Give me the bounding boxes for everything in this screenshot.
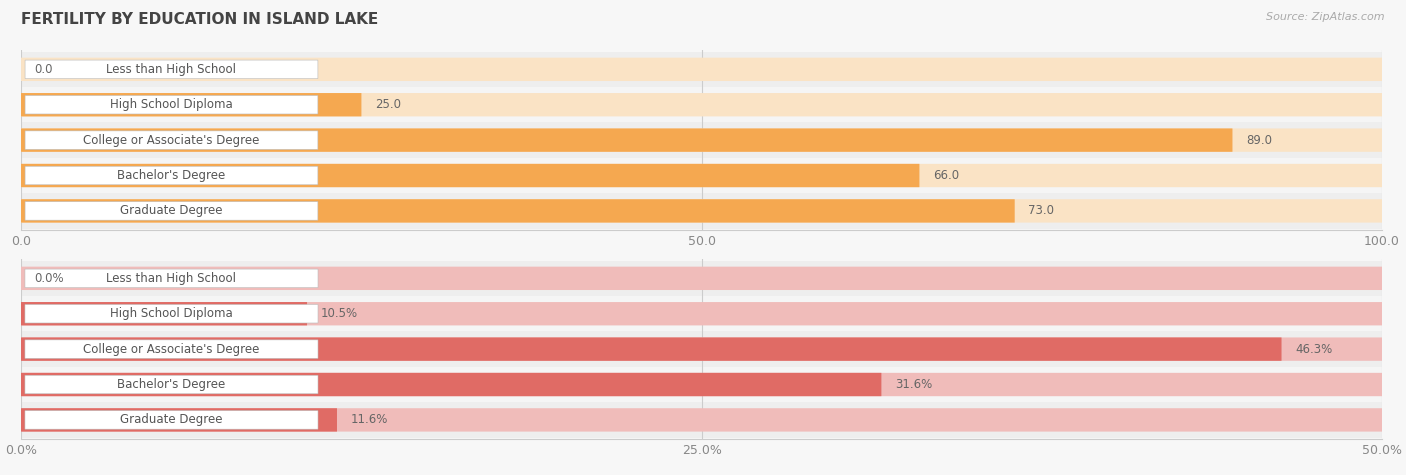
FancyBboxPatch shape [25,304,318,323]
FancyBboxPatch shape [21,402,1382,437]
FancyBboxPatch shape [21,332,1382,367]
FancyBboxPatch shape [25,60,318,78]
Text: Source: ZipAtlas.com: Source: ZipAtlas.com [1267,12,1385,22]
FancyBboxPatch shape [21,296,1382,332]
FancyBboxPatch shape [25,166,318,185]
Text: Less than High School: Less than High School [107,272,236,285]
Text: 25.0: 25.0 [375,98,401,111]
FancyBboxPatch shape [25,131,318,149]
FancyBboxPatch shape [21,123,1382,158]
Text: Less than High School: Less than High School [107,63,236,76]
FancyBboxPatch shape [21,199,1382,223]
Text: 73.0: 73.0 [1028,204,1054,218]
FancyBboxPatch shape [21,128,1382,152]
Text: 31.6%: 31.6% [894,378,932,391]
FancyBboxPatch shape [25,269,318,287]
Text: 0.0%: 0.0% [35,272,65,285]
FancyBboxPatch shape [21,199,1015,223]
FancyBboxPatch shape [21,87,1382,123]
FancyBboxPatch shape [21,337,1382,361]
FancyBboxPatch shape [25,95,318,114]
Text: 46.3%: 46.3% [1295,342,1333,356]
FancyBboxPatch shape [21,302,307,325]
FancyBboxPatch shape [21,52,1382,87]
FancyBboxPatch shape [21,128,1233,152]
Text: High School Diploma: High School Diploma [110,307,233,320]
FancyBboxPatch shape [25,202,318,220]
Text: 11.6%: 11.6% [350,413,388,427]
FancyBboxPatch shape [21,93,361,116]
FancyBboxPatch shape [25,375,318,394]
FancyBboxPatch shape [25,411,318,429]
FancyBboxPatch shape [21,57,1382,81]
FancyBboxPatch shape [21,193,1382,228]
Text: Bachelor's Degree: Bachelor's Degree [117,169,225,182]
FancyBboxPatch shape [21,367,1382,402]
FancyBboxPatch shape [21,408,1382,432]
Text: College or Associate's Degree: College or Associate's Degree [83,133,260,147]
Text: 0.0: 0.0 [35,63,53,76]
FancyBboxPatch shape [21,164,1382,187]
Text: 10.5%: 10.5% [321,307,357,320]
Text: Graduate Degree: Graduate Degree [121,204,222,218]
FancyBboxPatch shape [25,340,318,358]
FancyBboxPatch shape [21,93,1382,116]
Text: 66.0: 66.0 [934,169,959,182]
FancyBboxPatch shape [21,302,1382,325]
Text: Graduate Degree: Graduate Degree [121,413,222,427]
FancyBboxPatch shape [21,164,920,187]
FancyBboxPatch shape [21,373,882,396]
FancyBboxPatch shape [21,408,337,432]
FancyBboxPatch shape [21,373,1382,396]
Text: High School Diploma: High School Diploma [110,98,233,111]
Text: College or Associate's Degree: College or Associate's Degree [83,342,260,356]
FancyBboxPatch shape [21,158,1382,193]
Text: Bachelor's Degree: Bachelor's Degree [117,378,225,391]
Text: FERTILITY BY EDUCATION IN ISLAND LAKE: FERTILITY BY EDUCATION IN ISLAND LAKE [21,12,378,27]
FancyBboxPatch shape [21,261,1382,296]
FancyBboxPatch shape [21,337,1281,361]
Text: 89.0: 89.0 [1246,133,1272,147]
FancyBboxPatch shape [21,266,1382,290]
